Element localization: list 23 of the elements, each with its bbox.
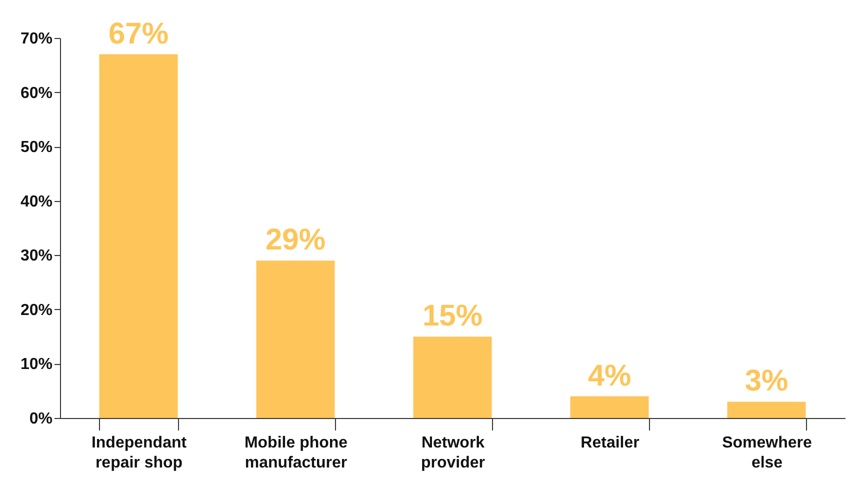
- data-label: 3%: [744, 364, 788, 398]
- y-tick-label: 30%: [20, 248, 52, 265]
- y-tick-label: 60%: [20, 84, 52, 102]
- bar: [256, 260, 335, 418]
- bar: [727, 402, 806, 418]
- y-tick-label: 10%: [20, 356, 52, 374]
- x-tick-label: Retailer: [580, 434, 640, 452]
- x-tick-label: Independant repair shop: [91, 434, 188, 472]
- bar: [570, 396, 649, 418]
- y-tick-label: 40%: [20, 193, 52, 210]
- y-tick-label: 50%: [20, 139, 52, 156]
- data-label: 67%: [108, 17, 169, 50]
- y-tick-label: 20%: [20, 302, 52, 319]
- bar: [413, 336, 492, 418]
- y-tick-label: 70%: [20, 30, 52, 48]
- x-tick-label: Mobile phone manufacturer: [244, 434, 348, 472]
- data-label: 29%: [265, 224, 326, 257]
- data-label: 15%: [422, 300, 483, 333]
- bar: [99, 54, 178, 418]
- y-tick-label: 0%: [29, 410, 52, 428]
- data-label: 4%: [588, 359, 632, 392]
- x-tick-label: Network provider: [420, 434, 486, 472]
- x-tick-label: Somewhere else: [722, 434, 812, 472]
